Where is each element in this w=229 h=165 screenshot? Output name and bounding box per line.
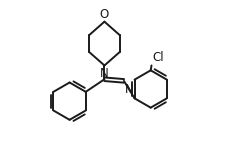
Text: Cl: Cl — [152, 51, 164, 64]
Text: O: O — [99, 8, 109, 21]
Text: N: N — [124, 83, 133, 96]
Text: N: N — [100, 67, 108, 80]
